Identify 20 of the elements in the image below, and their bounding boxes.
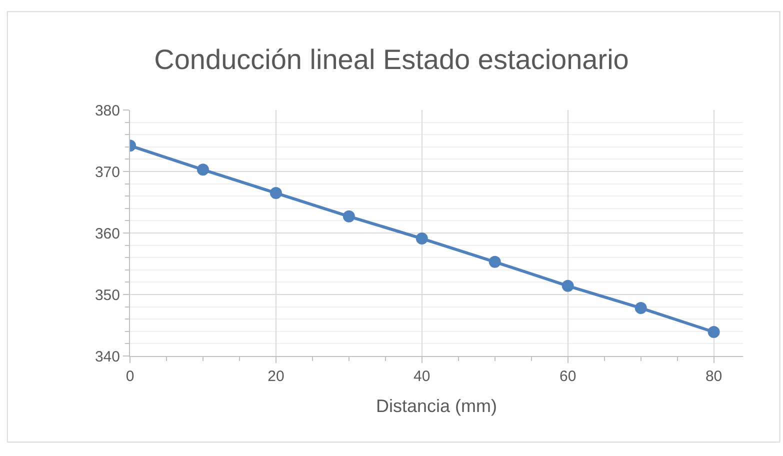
point: [416, 232, 428, 245]
point: [708, 326, 720, 338]
y-tick-label: 360: [94, 225, 120, 242]
chart-title: Conducción lineal Estado estacionario: [154, 44, 629, 76]
y-tick-label: 340: [94, 348, 120, 366]
point: [342, 210, 355, 222]
x-axis-title: Distancia (mm): [376, 396, 498, 416]
point: [196, 164, 209, 176]
y-tick-label: 350: [94, 286, 120, 304]
x-tick-label: 20: [268, 368, 284, 385]
y-tick-label: 370: [94, 164, 120, 181]
x-tick-label: 40: [414, 368, 430, 385]
point: [634, 302, 647, 314]
point: [488, 256, 501, 268]
point: [562, 280, 574, 292]
x-tick-label: 80: [705, 368, 722, 385]
x-tick-label: 60: [560, 368, 576, 385]
y-tick-label: 380: [94, 102, 120, 120]
point: [270, 187, 282, 200]
x-tick-label: 0: [126, 368, 134, 385]
